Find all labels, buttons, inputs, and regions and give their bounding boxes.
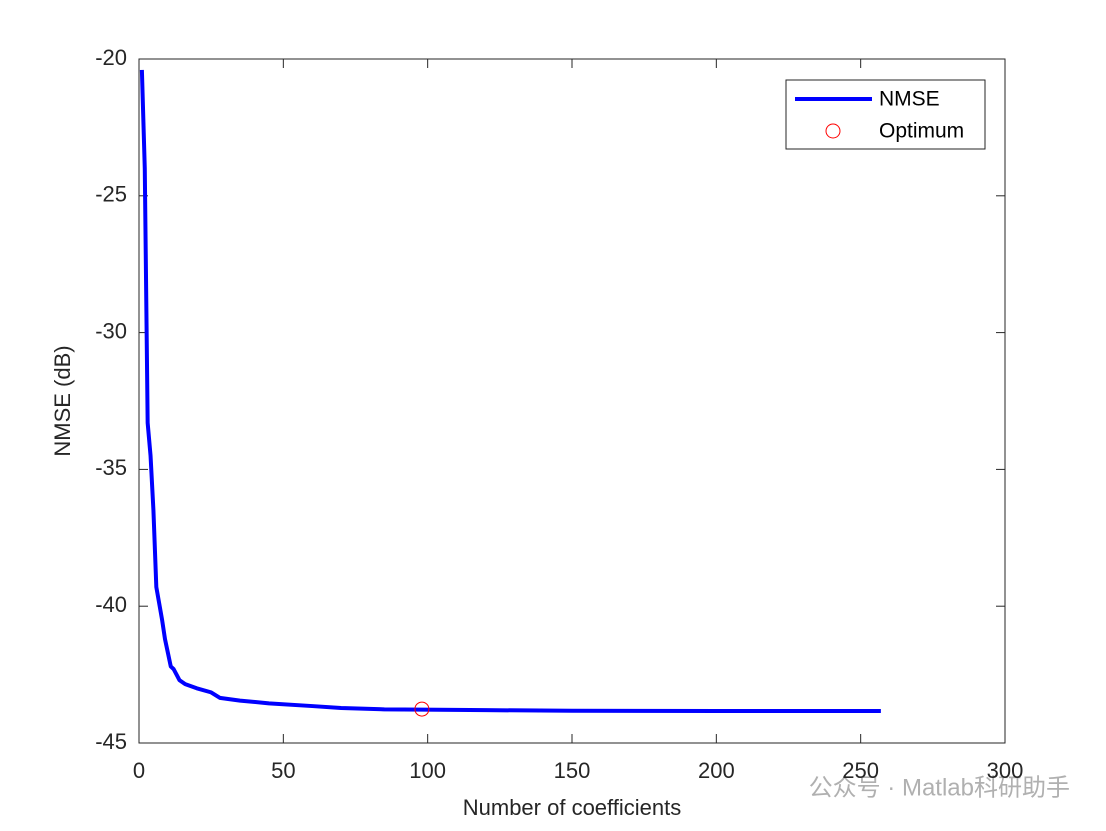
y-axis-label: NMSE (dB) bbox=[50, 345, 75, 456]
x-tick-label: 300 bbox=[987, 758, 1024, 783]
y-tick-label: -20 bbox=[95, 45, 127, 70]
x-axis-label: Number of coefficients bbox=[463, 795, 681, 820]
axes-box bbox=[138, 58, 1006, 744]
x-tick-label: 0 bbox=[133, 758, 145, 783]
legend-swatch bbox=[825, 123, 841, 139]
y-tick-label: -35 bbox=[95, 455, 127, 480]
x-tick-label: 100 bbox=[409, 758, 446, 783]
data-line bbox=[139, 69, 881, 713]
x-tick-label: 50 bbox=[271, 758, 295, 783]
legend-label: NMSE bbox=[879, 88, 940, 111]
y-tick-label: -25 bbox=[95, 182, 127, 207]
y-tick-label: -30 bbox=[95, 318, 127, 343]
data-point bbox=[414, 701, 430, 717]
legend-box bbox=[785, 79, 986, 150]
watermark: 公众号 · Matlab科研助手 bbox=[809, 774, 1070, 801]
y-tick-label: -45 bbox=[95, 729, 127, 754]
legend-label: Optimum bbox=[879, 120, 964, 143]
y-tick-label: -40 bbox=[95, 592, 127, 617]
x-tick-label: 200 bbox=[698, 758, 735, 783]
x-tick-label: 150 bbox=[554, 758, 591, 783]
x-tick-label: 250 bbox=[842, 758, 879, 783]
